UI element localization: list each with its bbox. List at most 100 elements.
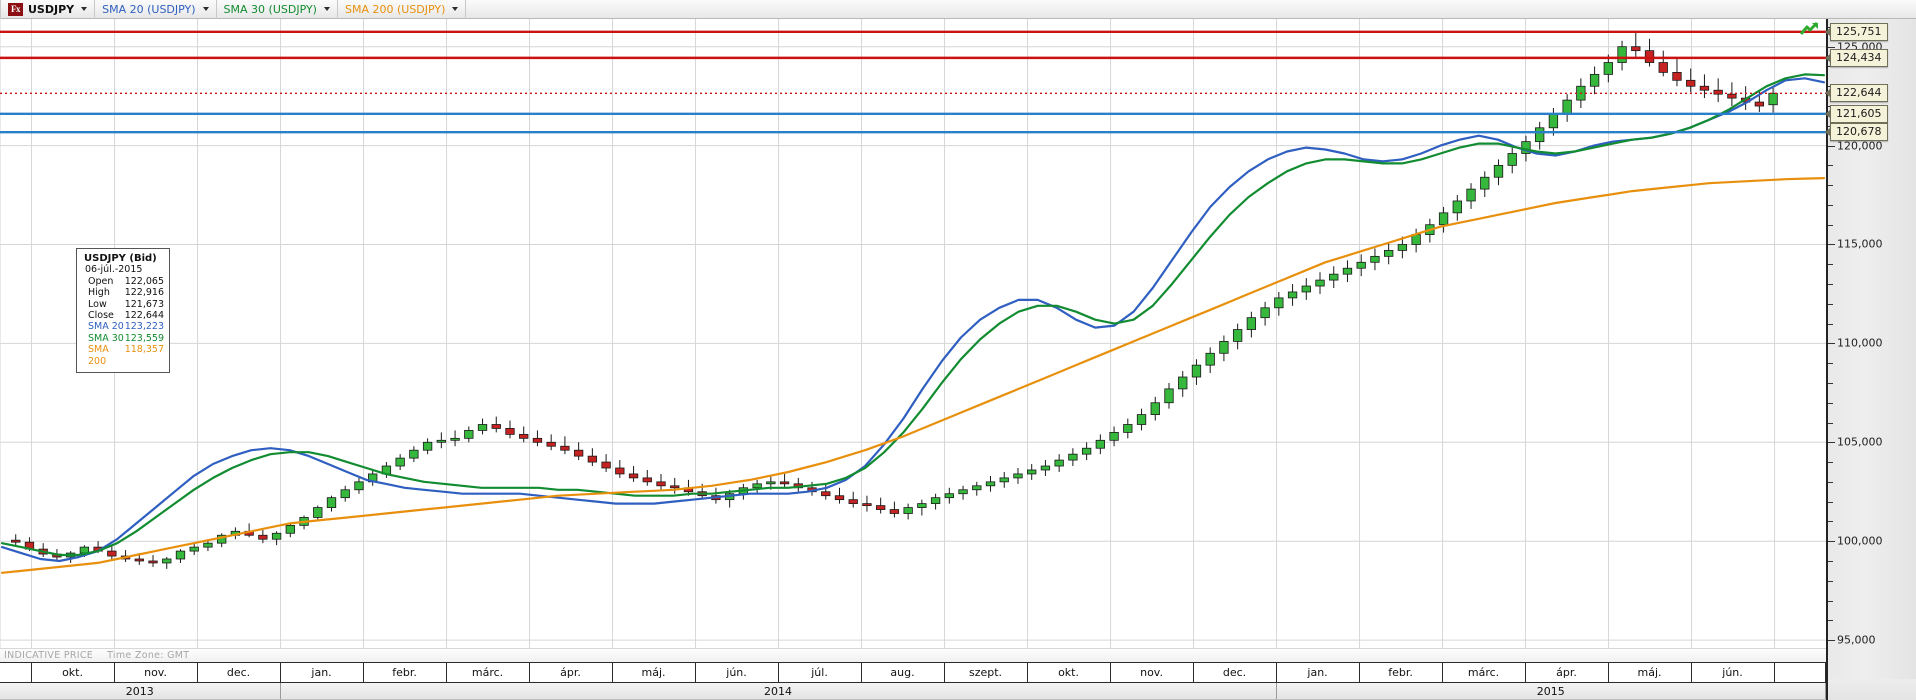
price-tick-label: 110,000 bbox=[1837, 336, 1883, 350]
tooltip-row-key: SMA 20 bbox=[88, 321, 124, 333]
indicator-sma30-label: SMA 30 (USDJPY) bbox=[223, 2, 317, 16]
price-tick bbox=[1828, 204, 1833, 206]
month-cell-márc[interactable]: márc. bbox=[447, 663, 530, 682]
price-tick bbox=[1828, 303, 1833, 305]
year-row: 2013 2014 2015 bbox=[0, 683, 1826, 700]
tooltip-row-key: SMA 200 bbox=[88, 344, 109, 367]
month-cell-ápr[interactable]: ápr. bbox=[530, 663, 613, 682]
price-tick bbox=[1828, 402, 1833, 404]
month-cell-jún[interactable]: jún. bbox=[1692, 663, 1775, 682]
price-tick bbox=[1828, 501, 1833, 503]
month-cell-okt[interactable]: okt. bbox=[1028, 663, 1111, 682]
toolbar-divider bbox=[215, 0, 217, 19]
chart-toolbar: Fx USDJPY SMA 20 (USDJPY) SMA 30 (USDJPY… bbox=[0, 0, 1916, 19]
price-level-tag[interactable]: 122,644 bbox=[1825, 84, 1888, 103]
time-axis[interactable]: okt. nov. dec. jan. febr. márc. ápr. máj. jún. jú… bbox=[0, 662, 1826, 700]
indicator-sma20[interactable]: SMA 20 (USDJPY) bbox=[95, 0, 215, 19]
month-cell-nov[interactable]: nov. bbox=[1111, 663, 1194, 682]
status-bar: INDICATIVE PRICE Time Zone: GMT bbox=[0, 648, 1826, 662]
tooltip-row-value: 122,916 bbox=[124, 287, 164, 299]
price-tick bbox=[1828, 185, 1833, 187]
trend-up-icon[interactable] bbox=[1800, 21, 1820, 37]
price-axis[interactable]: 125,000 120,000 115,000 110,000 105,000 100,0… bbox=[1825, 19, 1916, 679]
price-level-tag[interactable]: 120,678 bbox=[1825, 123, 1888, 142]
tooltip-row-value: 121,673 bbox=[124, 298, 164, 310]
price-level-tag[interactable]: 121,605 bbox=[1825, 104, 1888, 123]
price-tick bbox=[1828, 284, 1833, 286]
price-tick bbox=[1828, 462, 1833, 464]
tooltip-row-key: SMA 30 bbox=[88, 332, 124, 344]
toolbar-divider bbox=[465, 0, 467, 19]
price-tick bbox=[1828, 165, 1833, 167]
month-cell-jan[interactable]: jan. bbox=[281, 663, 364, 682]
tooltip-row-key: Low bbox=[88, 298, 107, 310]
price-tick bbox=[1828, 620, 1833, 622]
chevron-down-icon[interactable] bbox=[323, 7, 330, 11]
month-cell-szept[interactable]: szept. bbox=[945, 663, 1028, 682]
price-tick bbox=[1828, 560, 1833, 562]
month-cell-dec[interactable]: dec. bbox=[198, 663, 281, 682]
tooltip-row-key: Open bbox=[88, 275, 114, 287]
tooltip-row: SMA 20 123,223 bbox=[82, 321, 164, 332]
month-cell-ápr[interactable]: ápr. bbox=[1526, 663, 1609, 682]
month-cell-jún[interactable]: jún. bbox=[696, 663, 779, 682]
month-cell-febr[interactable]: febr. bbox=[1360, 663, 1443, 682]
month-cell-nov[interactable]: nov. bbox=[115, 663, 198, 682]
toolbar-divider bbox=[94, 0, 96, 19]
tooltip-row: Close 122,644 bbox=[82, 310, 164, 321]
year-cell-2013: 2013 bbox=[0, 683, 281, 699]
price-tick bbox=[1828, 66, 1833, 68]
price-tick bbox=[1828, 422, 1833, 424]
price-tick bbox=[1828, 244, 1835, 246]
price-tick bbox=[1828, 541, 1835, 543]
indicator-sma30[interactable]: SMA 30 (USDJPY) bbox=[217, 0, 337, 19]
chart-plot-area[interactable] bbox=[0, 19, 1826, 648]
chevron-down-icon[interactable] bbox=[452, 7, 459, 11]
fx-logo-icon: Fx bbox=[8, 2, 23, 16]
tooltip-row-key: Close bbox=[88, 310, 114, 322]
indicator-sma200-label: SMA 200 (USDJPY) bbox=[344, 2, 446, 16]
price-level-tag[interactable]: 125,751 bbox=[1825, 22, 1888, 41]
price-tick-label: 115,000 bbox=[1837, 237, 1883, 251]
month-cell-febr[interactable]: febr. bbox=[364, 663, 447, 682]
price-level-tag[interactable]: 124,434 bbox=[1825, 48, 1888, 67]
month-cell-máj[interactable]: máj. bbox=[613, 663, 696, 682]
year-cell-2014: 2014 bbox=[281, 683, 1277, 699]
month-cell-júl[interactable]: júl. bbox=[779, 663, 862, 682]
toolbar-divider bbox=[336, 0, 338, 19]
chevron-down-icon[interactable] bbox=[81, 7, 88, 11]
month-cell-partial[interactable] bbox=[1775, 663, 1826, 682]
month-cell-márc[interactable]: márc. bbox=[1443, 663, 1526, 682]
month-cell-jan[interactable]: jan. bbox=[1277, 663, 1360, 682]
chevron-down-icon[interactable] bbox=[202, 7, 209, 11]
month-cell-okt[interactable]: okt. bbox=[32, 663, 115, 682]
price-tick bbox=[1828, 224, 1833, 226]
price-tick bbox=[1828, 640, 1835, 642]
month-cell-aug[interactable]: aug. bbox=[862, 663, 945, 682]
price-tick bbox=[1828, 521, 1833, 523]
tooltip-title: USDJPY (Bid) bbox=[84, 253, 157, 264]
month-cell-dec[interactable]: dec. bbox=[1194, 663, 1277, 682]
price-tick bbox=[1828, 382, 1833, 384]
month-cell-máj[interactable]: máj. bbox=[1609, 663, 1692, 682]
price-tick bbox=[1828, 363, 1833, 365]
symbol-label: USDJPY bbox=[28, 2, 75, 16]
price-tick bbox=[1828, 145, 1835, 147]
price-tick bbox=[1828, 580, 1833, 582]
year-cell-2015: 2015 bbox=[1277, 683, 1826, 699]
tooltip-row: High 122,916 bbox=[82, 287, 164, 298]
price-tick bbox=[1828, 481, 1833, 483]
month-cell-partial[interactable] bbox=[0, 663, 32, 682]
indicator-sma200[interactable]: SMA 200 (USDJPY) bbox=[338, 0, 465, 19]
tooltip-row-value: 122,644 bbox=[124, 310, 164, 322]
price-tick-label: 100,000 bbox=[1837, 534, 1883, 548]
tooltip-row-key: High bbox=[88, 287, 110, 299]
tooltip-date: 06-júl.-2015 bbox=[85, 264, 143, 276]
price-tick-label: 105,000 bbox=[1837, 435, 1883, 449]
indicator-sma20-label: SMA 20 (USDJPY) bbox=[102, 2, 196, 16]
price-tick bbox=[1828, 442, 1835, 444]
tooltip-row: SMA 30 123,559 bbox=[82, 333, 164, 344]
price-tick-label: 95,000 bbox=[1837, 633, 1876, 647]
symbol-selector[interactable]: Fx USDJPY bbox=[1, 0, 94, 19]
